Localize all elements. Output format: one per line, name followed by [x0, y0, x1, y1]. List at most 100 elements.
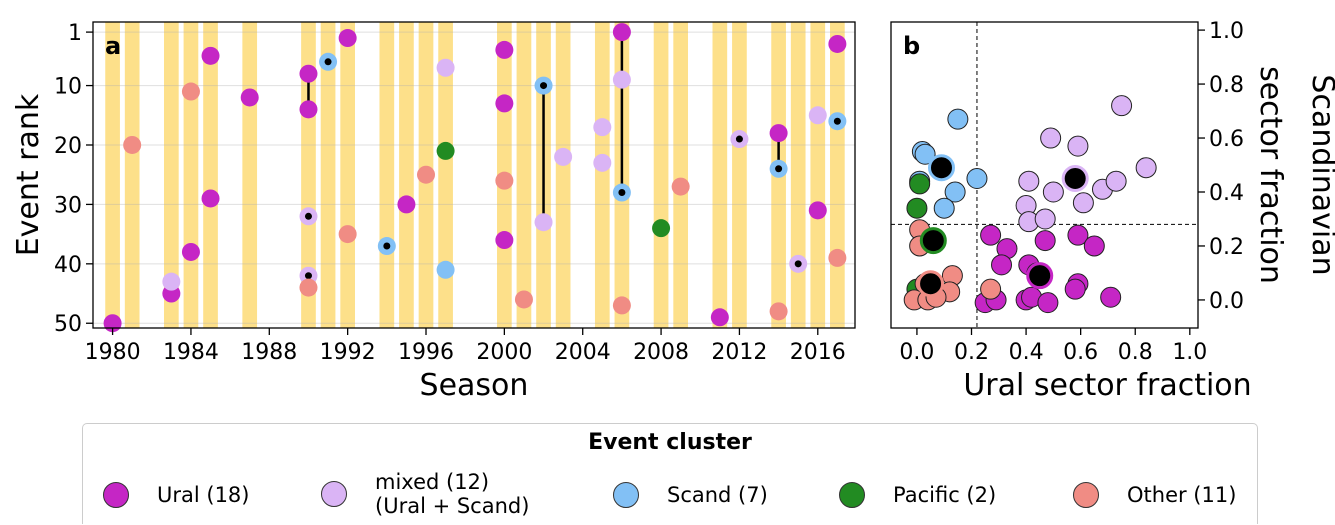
event-point: [299, 278, 318, 297]
event-point: [1018, 170, 1040, 192]
season-band: [790, 22, 806, 328]
x-tick-label: 0.8: [1118, 340, 1153, 365]
event-point: [534, 213, 553, 232]
composite-point: [927, 154, 955, 182]
event-point: [1040, 127, 1062, 149]
legend-entry: Ural (18): [103, 482, 250, 508]
legend-entry: Pacific (2): [839, 482, 996, 508]
x-tick-label: 2004: [555, 340, 611, 365]
plot-frame: [890, 21, 1199, 329]
y-tick-label: 0.6: [1209, 127, 1244, 152]
event-point: [808, 201, 827, 220]
inner-dot: [324, 58, 332, 66]
event-point: [1064, 278, 1086, 300]
event-point: [906, 197, 928, 219]
event-point: [240, 88, 259, 107]
season-band: [340, 22, 355, 328]
inner-dot: [304, 212, 312, 220]
panel-label: a: [105, 32, 121, 60]
x-tick-label: 0.2: [954, 340, 989, 365]
event-point: [612, 70, 631, 89]
event-point: [980, 278, 1002, 300]
event-point: [436, 260, 455, 279]
x-tick-label: 1996: [398, 340, 454, 365]
event-point: [162, 272, 181, 291]
x-tick-label: 1984: [163, 340, 219, 365]
event-point: [1083, 235, 1105, 257]
season-band: [516, 22, 532, 328]
season-band: [594, 22, 610, 328]
y-axis-label: Scandinaviansector fraction: [1253, 66, 1335, 284]
event-point: [980, 224, 1002, 246]
season-band: [320, 22, 336, 328]
event-point: [1067, 135, 1089, 157]
x-axis-label: Season: [420, 368, 529, 403]
event-point: [436, 58, 455, 77]
y-tick-label: 30: [54, 193, 82, 218]
event-point: [1037, 292, 1059, 314]
event-point: [181, 242, 200, 261]
legend-title: Event cluster: [588, 430, 752, 455]
legend-swatch: [1073, 482, 1099, 508]
event-point: [201, 189, 220, 208]
event-point: [769, 302, 788, 321]
legend-label: Scand (7): [667, 483, 768, 507]
x-tick-label: 2000: [476, 340, 532, 365]
season-band: [124, 22, 140, 328]
event-point: [1067, 224, 1089, 246]
x-tick-label: 2012: [711, 340, 767, 365]
event-point: [808, 106, 827, 125]
event-point: [417, 165, 436, 184]
event-point: [1111, 95, 1133, 117]
event-point: [593, 153, 612, 172]
y-tick-label: 10: [54, 75, 82, 100]
event-point: [652, 219, 671, 238]
event-point: [495, 40, 514, 59]
x-tick-label: 2016: [790, 340, 846, 365]
composite-point: [1026, 262, 1054, 290]
event-point: [495, 231, 514, 250]
event-point: [201, 46, 220, 65]
season-band: [712, 22, 728, 328]
inner-dot: [618, 189, 626, 197]
inner-dot: [383, 242, 391, 250]
composite-point: [919, 227, 947, 255]
event-point: [1100, 286, 1122, 308]
y-tick-label: 0.8: [1209, 73, 1244, 98]
plot-frame: [92, 21, 856, 329]
event-point: [769, 124, 788, 143]
y-tick-label: 0.0: [1209, 289, 1244, 314]
x-tick-label: 1988: [241, 340, 297, 365]
y-tick-label: 0.4: [1209, 181, 1244, 206]
x-tick-label: 1.0: [1172, 340, 1207, 365]
inner-dot: [794, 260, 802, 268]
event-point: [1072, 192, 1094, 214]
event-point: [495, 171, 514, 190]
x-tick-label: 2008: [633, 340, 689, 365]
background-layer: [93, 22, 1198, 328]
event-point: [1034, 208, 1056, 230]
season-band: [399, 22, 414, 328]
event-point: [944, 181, 966, 203]
season-band: [673, 22, 689, 328]
legend-swatch: [613, 482, 639, 508]
x-tick-label: 1992: [320, 340, 376, 365]
y-tick-label: 0.2: [1209, 235, 1244, 260]
event-point: [909, 173, 931, 195]
composite-point: [1061, 165, 1089, 193]
event-point: [338, 29, 357, 48]
season-band: [164, 22, 179, 328]
x-tick-label: 0.6: [1063, 340, 1098, 365]
x-tick-label: 1980: [85, 340, 141, 365]
season-band: [810, 22, 826, 328]
inner-dot: [540, 82, 548, 90]
event-point: [593, 118, 612, 137]
event-point: [1042, 181, 1064, 203]
event-point: [338, 225, 357, 244]
y-tick-label: 1: [68, 21, 82, 46]
season-band: [242, 22, 258, 328]
event-point: [933, 197, 955, 219]
season-band: [653, 22, 669, 328]
